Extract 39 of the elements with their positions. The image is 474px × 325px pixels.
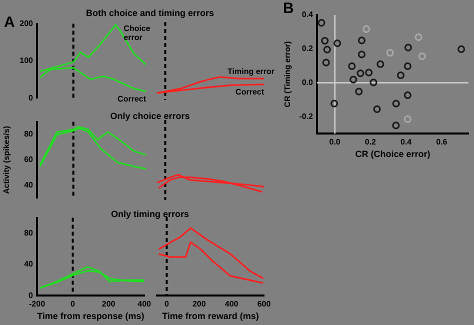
x-axis-title: Time from response (ms) <box>37 311 144 322</box>
series-label: Correct <box>118 94 146 104</box>
y-tick-label: 0.2 <box>302 44 314 54</box>
y-tick-label: 0 <box>28 290 34 300</box>
chart-title: Only choice errors <box>109 111 191 121</box>
series-label: Choice error <box>124 24 151 42</box>
text: A <box>4 14 15 31</box>
x-tick-label: 0.0 <box>329 138 341 147</box>
x-tick-label: -200 <box>28 300 46 309</box>
x-tick-label: 0 <box>70 300 76 309</box>
y-tick-label: 60 <box>24 155 34 164</box>
y-axis-title: CR (Timing error) <box>283 40 292 108</box>
y-tick-label: 100 <box>20 56 34 66</box>
y-tick-label: 40 <box>24 180 34 190</box>
y-tick-label: -0.2 <box>299 112 314 121</box>
y-axis-title: Activity (spikes/s) <box>2 126 12 194</box>
x-tick-label: 400 <box>224 300 239 309</box>
chart-title: Only timing errors <box>110 209 190 219</box>
y-tick-label: 0.4 <box>302 10 314 20</box>
x-tick-label: 0.2 <box>364 138 377 147</box>
x-tick-label: 600 <box>257 300 272 309</box>
y-tick-label: 40 <box>24 260 34 269</box>
x-tick-label: 0.6 <box>436 138 448 147</box>
y-tick-label: 80 <box>24 228 34 238</box>
series-label: Timing error <box>228 66 275 76</box>
x-tick-label: 400 <box>138 300 152 309</box>
x-axis-title: CR (Choice error) <box>355 149 430 160</box>
y-tick-label: 200 <box>20 19 34 28</box>
x-tick-label: 0.4 <box>400 138 412 147</box>
x-axis-title: Time from reward (ms) <box>162 311 259 322</box>
chart-title: Both choice and timing errors <box>84 8 216 18</box>
y-tick-label: 80 <box>24 130 34 139</box>
x-tick-label: 0 <box>164 300 170 309</box>
y-tick-label: 0 <box>28 93 34 102</box>
x-tick-label: 200 <box>192 300 206 309</box>
y-tick-label: 0.0 <box>302 78 314 87</box>
x-tick-label: 200 <box>102 300 116 309</box>
series-label: Correct <box>236 87 264 96</box>
text: B <box>283 0 294 17</box>
